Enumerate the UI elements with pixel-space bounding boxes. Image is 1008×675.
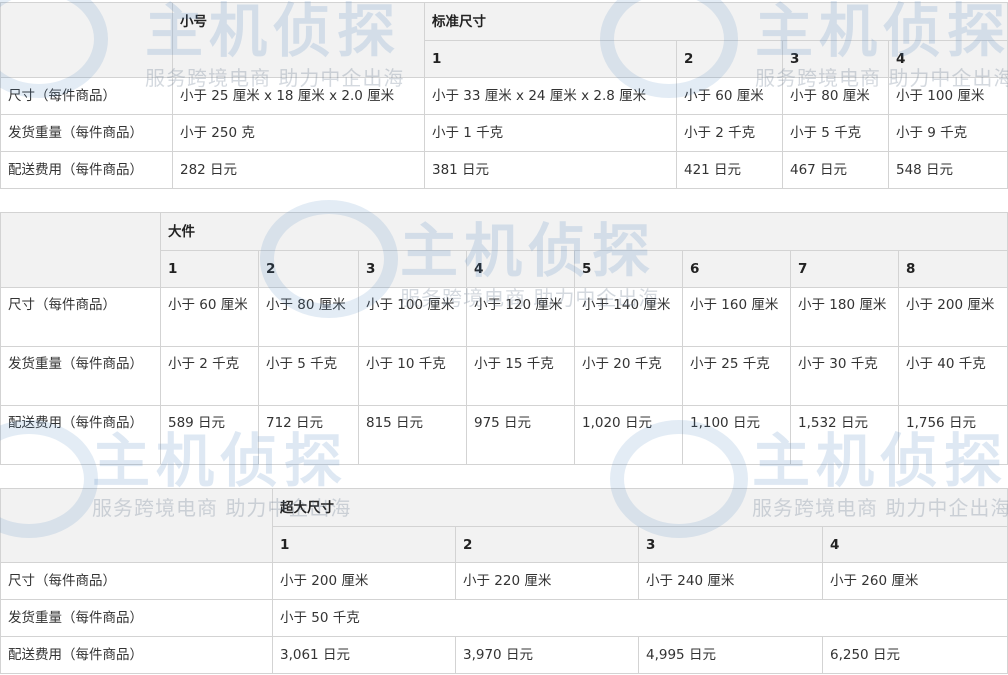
cell: 小于 220 厘米: [455, 562, 639, 600]
cell: 6,250 日元: [822, 636, 1008, 674]
small-standard-size-table: 小号 标准尺寸 1 2 3 4 尺寸（每件商品） 小于 25 厘米 x 18 厘…: [0, 2, 1008, 189]
table-row: 配送费用（每件商品） 3,061 日元 3,970 日元 4,995 日元 6,…: [0, 636, 1008, 674]
cell: 小于 100 厘米: [888, 77, 1008, 115]
cell: 548 日元: [888, 151, 1008, 189]
cell: 3,970 日元: [455, 636, 639, 674]
tier-header: 2: [676, 40, 783, 78]
row-label: 配送费用（每件商品）: [0, 405, 161, 465]
cell: 小于 5 千克: [258, 346, 359, 406]
cell: 小于 160 厘米: [682, 287, 791, 347]
large-header: 大件: [160, 212, 1008, 251]
cell: 小于 120 厘米: [466, 287, 575, 347]
tier-header: 7: [790, 250, 899, 288]
cell: 小于 15 千克: [466, 346, 575, 406]
cell: 小于 2 千克: [676, 114, 783, 152]
cell: 小于 25 厘米 x 18 厘米 x 2.0 厘米: [172, 77, 425, 115]
cell: 小于 80 厘米: [782, 77, 889, 115]
tier-header: 1: [424, 40, 677, 78]
table-row: 配送费用（每件商品） 589 日元 712 日元 815 日元 975 日元 1…: [0, 405, 1008, 465]
cell: 小于 1 千克: [424, 114, 677, 152]
cell: 小于 60 厘米: [160, 287, 259, 347]
corner-cell: [0, 2, 173, 78]
tier-header: 6: [682, 250, 791, 288]
row-label: 尺寸（每件商品）: [0, 287, 161, 347]
tier-header: 5: [574, 250, 683, 288]
tier-header: 1: [160, 250, 259, 288]
small-header: 小号: [172, 2, 425, 78]
tier-header: 3: [782, 40, 889, 78]
tier-header: 8: [898, 250, 1008, 288]
cell: 1,100 日元: [682, 405, 791, 465]
row-label: 发货重量（每件商品）: [0, 114, 173, 152]
cell: 282 日元: [172, 151, 425, 189]
cell: 小于 200 厘米: [898, 287, 1008, 347]
cell: 1,020 日元: [574, 405, 683, 465]
tier-header: 2: [258, 250, 359, 288]
cell: 小于 250 克: [172, 114, 425, 152]
cell: 小于 240 厘米: [638, 562, 823, 600]
tier-header: 4: [822, 526, 1008, 563]
table-row: 配送费用（每件商品） 282 日元 381 日元 421 日元 467 日元 5…: [0, 151, 1008, 189]
cell: 小于 140 厘米: [574, 287, 683, 347]
standard-header: 标准尺寸: [424, 2, 1008, 41]
cell: 381 日元: [424, 151, 677, 189]
cell: 小于 2 千克: [160, 346, 259, 406]
cell: 小于 9 千克: [888, 114, 1008, 152]
table-row: 发货重量（每件商品） 小于 50 千克: [0, 599, 1008, 637]
cell: 小于 200 厘米: [272, 562, 456, 600]
cell: 小于 40 千克: [898, 346, 1008, 406]
tier-header: 3: [358, 250, 467, 288]
row-label: 配送费用（每件商品）: [0, 151, 173, 189]
tier-header: 4: [888, 40, 1008, 78]
cell: 1,532 日元: [790, 405, 899, 465]
cell: 4,995 日元: [638, 636, 823, 674]
tier-header: 4: [466, 250, 575, 288]
cell: 小于 5 千克: [782, 114, 889, 152]
cell: 712 日元: [258, 405, 359, 465]
row-label: 尺寸（每件商品）: [0, 562, 273, 600]
cell: 小于 260 厘米: [822, 562, 1008, 600]
row-label: 尺寸（每件商品）: [0, 77, 173, 115]
cell: 1,756 日元: [898, 405, 1008, 465]
cell: 小于 10 千克: [358, 346, 467, 406]
table-row: 发货重量（每件商品） 小于 250 克 小于 1 千克 小于 2 千克 小于 5…: [0, 114, 1008, 152]
oversize-header: 超大尺寸: [272, 488, 1008, 527]
cell: 小于 180 厘米: [790, 287, 899, 347]
cell: 3,061 日元: [272, 636, 456, 674]
cell: 小于 60 厘米: [676, 77, 783, 115]
cell: 小于 25 千克: [682, 346, 791, 406]
cell: 815 日元: [358, 405, 467, 465]
tier-header: 3: [638, 526, 823, 563]
tier-header: 2: [455, 526, 639, 563]
cell: 小于 33 厘米 x 24 厘米 x 2.8 厘米: [424, 77, 677, 115]
table-row: 尺寸（每件商品） 小于 200 厘米 小于 220 厘米 小于 240 厘米 小…: [0, 562, 1008, 600]
cell: 小于 80 厘米: [258, 287, 359, 347]
cell: 467 日元: [782, 151, 889, 189]
table-row: 发货重量（每件商品） 小于 2 千克 小于 5 千克 小于 10 千克 小于 1…: [0, 346, 1008, 406]
cell: 589 日元: [160, 405, 259, 465]
cell: 975 日元: [466, 405, 575, 465]
corner-cell: [0, 488, 273, 563]
cell: 小于 30 千克: [790, 346, 899, 406]
cell: 小于 50 千克: [272, 599, 1008, 637]
oversize-table: 超大尺寸 1 2 3 4 尺寸（每件商品） 小于 200 厘米 小于 220 厘…: [0, 488, 1008, 674]
corner-cell: [0, 212, 161, 288]
large-size-table: 大件 1 2 3 4 5 6 7 8 尺寸（每件商品） 小于 60 厘米 小于 …: [0, 212, 1008, 465]
row-label: 发货重量（每件商品）: [0, 599, 273, 637]
table-row: 尺寸（每件商品） 小于 25 厘米 x 18 厘米 x 2.0 厘米 小于 33…: [0, 77, 1008, 115]
row-label: 发货重量（每件商品）: [0, 346, 161, 406]
tier-header: 1: [272, 526, 456, 563]
table-row: 尺寸（每件商品） 小于 60 厘米 小于 80 厘米 小于 100 厘米 小于 …: [0, 287, 1008, 347]
cell: 小于 20 千克: [574, 346, 683, 406]
row-label: 配送费用（每件商品）: [0, 636, 273, 674]
cell: 小于 100 厘米: [358, 287, 467, 347]
cell: 421 日元: [676, 151, 783, 189]
